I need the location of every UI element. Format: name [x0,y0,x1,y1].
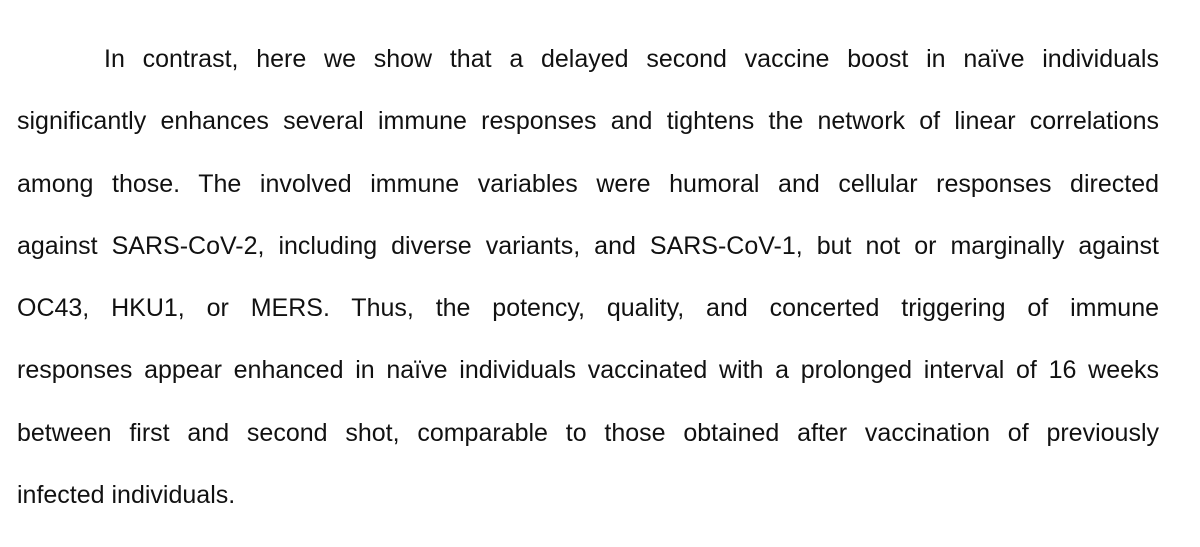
paragraph-line-2: significantly enhances several immune re… [17,107,1159,136]
body-paragraph: In contrast, here we show that a delayed… [17,28,1159,526]
paragraph-line-4: against SARS-CoV-2, including diverse va… [17,231,1159,260]
paragraph-line-7: between first and second shot, comparabl… [17,418,1159,447]
paragraph-line-5: OC43, HKU1, or MERS. Thus, the potency, … [17,294,1159,323]
paragraph-line-6: responses appear enhanced in naïve indiv… [17,356,1159,385]
paragraph-line-3: among those. The involved immune variabl… [17,169,1159,198]
paragraph-line-1: In contrast, here we show that a delayed… [104,45,1159,73]
paragraph-line-8: infected individuals. [17,481,236,510]
